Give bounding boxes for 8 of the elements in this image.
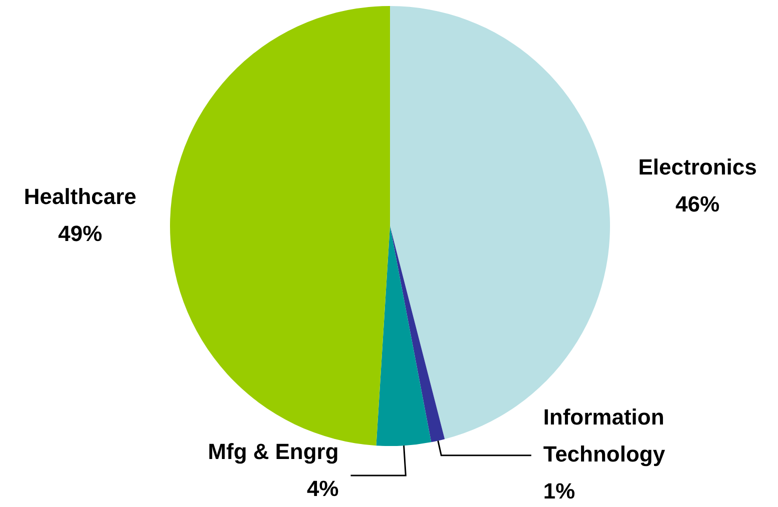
data-label: 4% [306,476,339,502]
slice-label: Information Technology [543,404,666,466]
data-label: 46% [676,192,720,217]
slice-label: Mfg & Engrg [208,439,339,464]
data-label: 1% [543,478,576,504]
slice-label: Healthcare [24,184,136,209]
data-label: 49% [58,220,102,246]
slice-label: Electronics [638,154,757,180]
